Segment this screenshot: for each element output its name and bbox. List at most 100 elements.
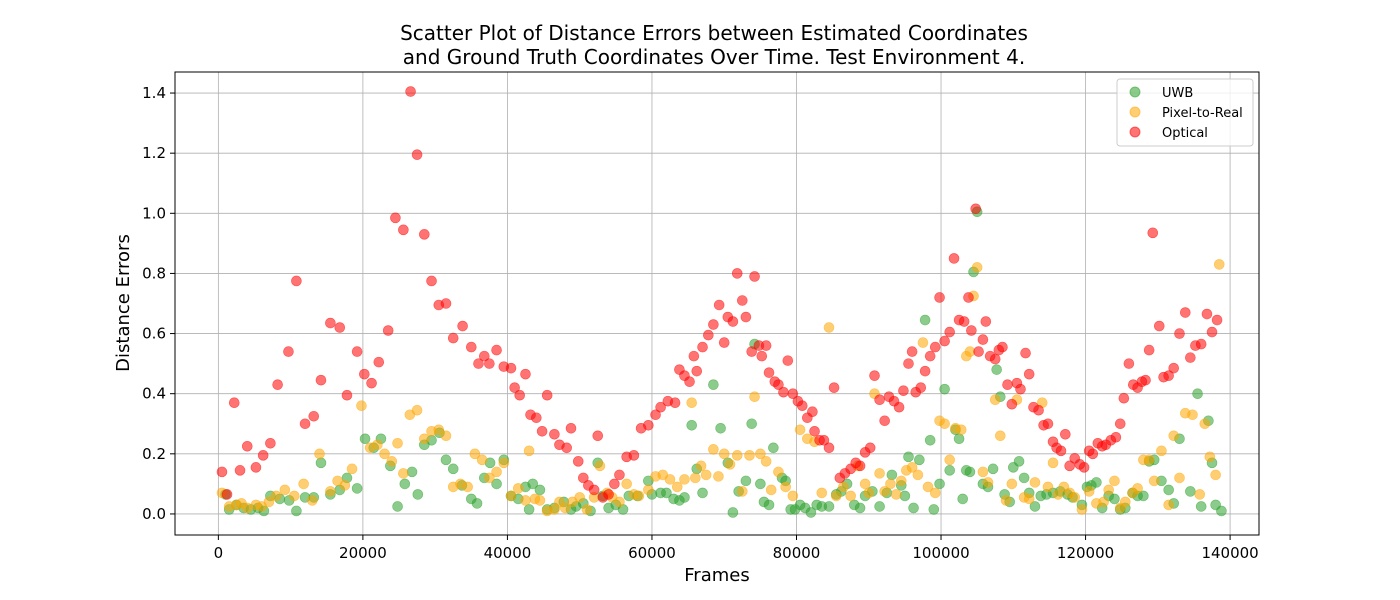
data-point — [221, 489, 233, 500]
y-tick-label: 1.4 — [142, 84, 166, 102]
data-point — [1114, 418, 1126, 430]
data-point — [373, 356, 385, 368]
data-point — [1033, 404, 1044, 416]
data-point — [879, 486, 890, 497]
data-point — [581, 504, 593, 515]
data-point — [917, 337, 929, 348]
data-point — [1163, 370, 1174, 381]
legend-label: UWB — [1162, 86, 1193, 101]
data-point — [919, 314, 931, 326]
data-point — [924, 434, 936, 446]
data-point — [838, 481, 849, 493]
data-point — [270, 490, 282, 502]
data-point — [315, 457, 327, 469]
data-point — [787, 388, 799, 399]
data-point — [512, 483, 524, 494]
data-point — [351, 346, 363, 357]
data-point — [768, 442, 779, 454]
chart-title-line-2: and Ground Truth Coordinates Over Time. … — [403, 45, 1025, 69]
data-point — [392, 501, 403, 512]
data-point — [1216, 505, 1227, 517]
data-point — [479, 350, 490, 362]
y-tick-label: 0.8 — [142, 264, 166, 282]
data-point — [1206, 326, 1218, 338]
data-point — [366, 377, 377, 389]
data-point — [382, 325, 394, 336]
data-point — [939, 383, 950, 395]
data-point — [859, 478, 871, 490]
data-point — [740, 311, 752, 323]
data-point — [997, 341, 1008, 353]
legend-marker — [1129, 106, 1141, 118]
data-point — [1006, 478, 1018, 490]
data-point — [1023, 368, 1035, 380]
data-point — [778, 386, 789, 398]
data-point — [1087, 448, 1099, 460]
data-point — [462, 481, 473, 493]
data-point — [1042, 418, 1054, 430]
data-point — [341, 389, 353, 401]
data-point — [457, 320, 468, 332]
data-point — [578, 472, 589, 484]
data-point — [1109, 475, 1120, 487]
data-point — [561, 442, 572, 454]
data-point — [695, 460, 707, 472]
data-point — [1138, 490, 1149, 502]
data-point — [594, 460, 606, 472]
data-point — [263, 496, 275, 508]
data-point — [830, 490, 842, 502]
data-point — [874, 501, 885, 512]
data-point — [509, 382, 520, 393]
y-axis-label: Distance Errors — [113, 234, 134, 372]
data-point — [491, 344, 502, 356]
data-point — [643, 484, 654, 496]
data-point — [643, 419, 654, 431]
data-point — [661, 487, 672, 499]
data-point — [603, 489, 614, 500]
data-point — [440, 430, 452, 442]
data-point — [334, 322, 346, 333]
data-point — [505, 362, 517, 374]
data-point — [713, 471, 724, 482]
plot-frame — [174, 71, 1260, 536]
data-point — [1083, 486, 1095, 497]
data-point — [671, 481, 683, 493]
data-point — [411, 404, 423, 416]
data-point — [1201, 308, 1213, 320]
data-point — [1015, 383, 1026, 395]
data-point — [864, 442, 876, 454]
data-point — [731, 450, 743, 461]
legend-marker — [1129, 86, 1141, 98]
y-tick-label: 0.4 — [142, 385, 166, 403]
data-point — [351, 483, 363, 494]
data-point — [715, 422, 726, 434]
data-point — [1042, 481, 1054, 493]
data-point — [1078, 462, 1090, 473]
data-point — [405, 86, 416, 97]
data-point — [1187, 409, 1198, 421]
data-point — [1147, 227, 1159, 239]
data-point — [763, 367, 775, 378]
data-point — [1168, 430, 1180, 442]
data-point — [473, 358, 484, 369]
data-point — [1211, 314, 1223, 326]
data-point — [359, 368, 370, 380]
y-tick-label: 1.2 — [142, 144, 166, 162]
data-point — [527, 478, 539, 490]
data-point — [250, 462, 262, 473]
data-point — [523, 504, 535, 515]
data-point — [609, 478, 620, 490]
data-point — [690, 472, 701, 484]
data-point — [736, 486, 748, 497]
data-point — [1185, 352, 1196, 363]
data-point — [299, 418, 311, 430]
series-pixel-to-real — [216, 259, 1225, 517]
data-point — [1018, 472, 1030, 484]
data-point — [679, 474, 690, 485]
data-point — [805, 507, 817, 518]
data-point — [1213, 259, 1225, 270]
data-point — [929, 487, 941, 499]
data-point — [1143, 454, 1155, 466]
data-point — [760, 340, 772, 351]
data-point — [1195, 501, 1207, 512]
